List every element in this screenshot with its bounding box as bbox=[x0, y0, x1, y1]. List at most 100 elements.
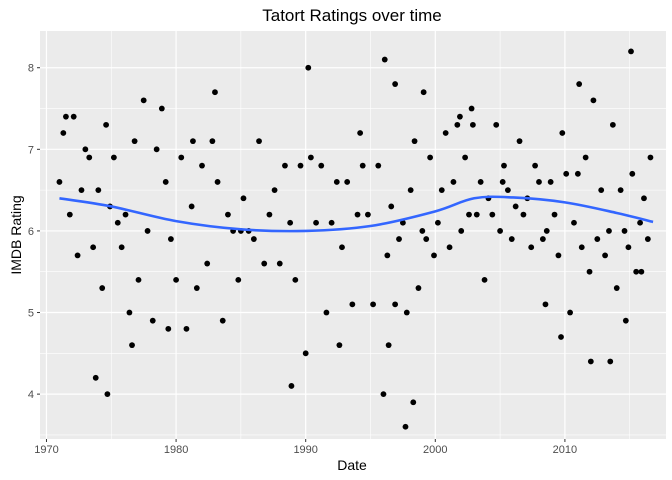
data-point bbox=[219, 317, 226, 324]
data-point bbox=[454, 121, 461, 128]
x-tick-label: 2010 bbox=[553, 444, 577, 456]
data-point bbox=[313, 219, 319, 226]
data-point bbox=[199, 162, 205, 169]
data-point bbox=[532, 162, 538, 169]
data-point bbox=[110, 154, 117, 161]
data-point bbox=[607, 358, 614, 365]
data-point bbox=[190, 138, 196, 145]
data-point bbox=[493, 121, 500, 128]
data-point bbox=[536, 179, 542, 185]
data-point bbox=[63, 113, 69, 120]
data-point bbox=[173, 276, 179, 283]
data-point bbox=[613, 285, 620, 291]
data-point bbox=[292, 276, 299, 283]
y-tick-label: 6 bbox=[28, 226, 34, 238]
data-point bbox=[240, 195, 247, 202]
data-point bbox=[122, 211, 129, 218]
data-point bbox=[90, 244, 97, 251]
data-point bbox=[516, 138, 523, 145]
data-point bbox=[558, 334, 564, 340]
data-point bbox=[567, 309, 573, 316]
data-point bbox=[212, 89, 218, 96]
data-point bbox=[209, 138, 216, 145]
data-point bbox=[381, 56, 388, 63]
data-point bbox=[434, 219, 441, 226]
data-point bbox=[555, 252, 562, 259]
trend-layer bbox=[59, 195, 654, 233]
data-point bbox=[396, 236, 402, 242]
data-point bbox=[411, 138, 418, 145]
data-point bbox=[508, 236, 515, 242]
data-point bbox=[512, 203, 519, 210]
data-point bbox=[56, 179, 63, 185]
data-point bbox=[66, 211, 73, 218]
y-tick-label: 4 bbox=[28, 389, 34, 401]
y-tick-label: 7 bbox=[28, 144, 34, 156]
data-point bbox=[606, 228, 612, 234]
data-point bbox=[104, 391, 111, 398]
data-point bbox=[520, 211, 527, 218]
data-point bbox=[582, 154, 589, 161]
data-point bbox=[282, 162, 288, 169]
data-point bbox=[633, 268, 640, 275]
data-point bbox=[469, 121, 476, 128]
y-tick-label: 8 bbox=[28, 63, 34, 75]
data-point bbox=[357, 130, 364, 136]
data-point bbox=[499, 179, 506, 185]
data-point bbox=[419, 228, 426, 234]
x-tick-label: 1970 bbox=[34, 444, 58, 456]
y-tick-label: 5 bbox=[28, 308, 34, 320]
data-point bbox=[407, 187, 414, 194]
grid-minor bbox=[40, 31, 666, 439]
data-point bbox=[225, 211, 231, 218]
data-point bbox=[559, 130, 566, 136]
data-point bbox=[153, 146, 160, 153]
data-point bbox=[637, 219, 643, 226]
data-point bbox=[162, 179, 169, 185]
data-point bbox=[183, 325, 190, 332]
data-point bbox=[462, 154, 469, 161]
data-point bbox=[328, 219, 335, 226]
data-point bbox=[458, 228, 465, 234]
data-point bbox=[528, 244, 535, 251]
data-point bbox=[563, 170, 570, 177]
data-point bbox=[388, 203, 395, 210]
data-point bbox=[359, 162, 366, 169]
data-point bbox=[504, 187, 511, 194]
data-point bbox=[131, 138, 138, 145]
data-point bbox=[86, 154, 93, 161]
data-point bbox=[266, 211, 273, 218]
data-point bbox=[60, 130, 67, 136]
data-point bbox=[574, 170, 581, 177]
data-point bbox=[78, 187, 85, 194]
data-point bbox=[622, 317, 629, 324]
data-point bbox=[349, 301, 356, 308]
data-point bbox=[271, 187, 278, 194]
data-point bbox=[287, 219, 294, 226]
data-point bbox=[307, 154, 314, 161]
data-point bbox=[165, 325, 172, 332]
data-point bbox=[446, 244, 453, 251]
y-axis-ticks: 4 5 6 7 8 bbox=[28, 63, 40, 401]
data-point bbox=[178, 154, 185, 161]
data-point bbox=[602, 252, 608, 259]
data-point bbox=[114, 219, 121, 226]
data-point bbox=[431, 252, 437, 259]
x-tick-label: 1990 bbox=[293, 444, 317, 456]
data-point bbox=[402, 423, 409, 430]
data-point bbox=[168, 236, 174, 242]
data-point bbox=[129, 342, 135, 349]
grid-major bbox=[40, 31, 666, 439]
data-point bbox=[489, 211, 496, 218]
data-point bbox=[380, 391, 387, 398]
data-point bbox=[547, 179, 554, 185]
data-point bbox=[103, 121, 109, 128]
data-point bbox=[288, 383, 295, 389]
data-point bbox=[344, 179, 351, 185]
data-point bbox=[473, 211, 480, 218]
data-point bbox=[188, 203, 195, 210]
data-point bbox=[497, 228, 504, 234]
data-point bbox=[586, 268, 593, 275]
data-point bbox=[126, 309, 133, 316]
